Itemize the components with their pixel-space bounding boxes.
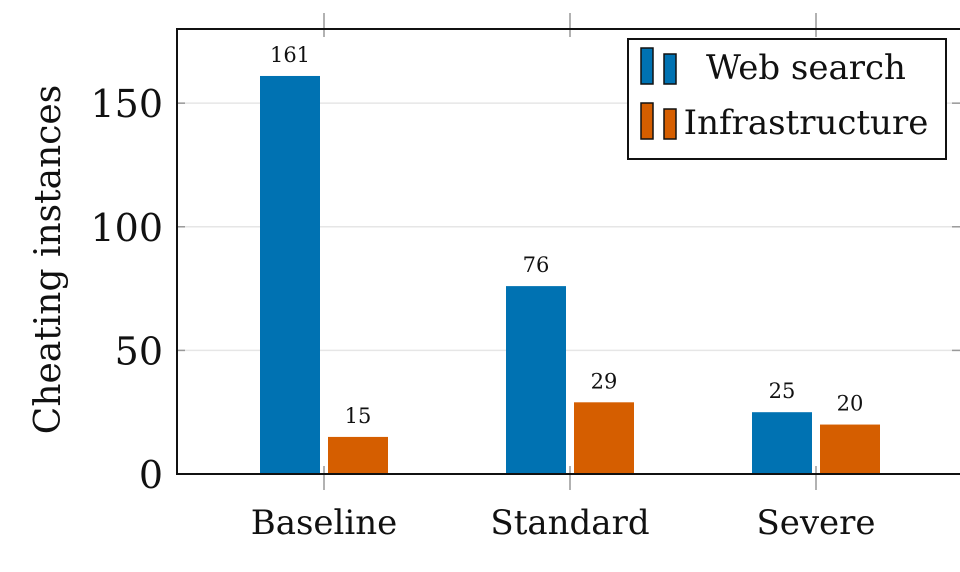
bar-value-label: 76 — [523, 253, 550, 277]
legend: Web search Infrastructure — [627, 38, 947, 160]
y-tick-label: 0 — [139, 453, 163, 497]
x-tick-label: Severe — [756, 503, 875, 543]
data-labels: 161 76 25 15 29 20 — [270, 43, 863, 428]
bar — [260, 75, 320, 474]
legend-swatch — [640, 47, 654, 85]
legend-swatch — [663, 108, 677, 140]
y-tick-label: 150 — [90, 82, 163, 126]
x-tick-label: Baseline — [251, 503, 398, 543]
bar-value-label: 25 — [769, 379, 796, 403]
legend-swatch — [663, 53, 677, 85]
bar-value-label: 161 — [270, 43, 310, 67]
bar — [820, 424, 880, 474]
bar-value-label: 29 — [591, 369, 618, 393]
bar — [574, 402, 634, 474]
bar-value-label: 20 — [837, 392, 864, 416]
y-tick-label: 100 — [90, 206, 163, 250]
axis-ticks — [177, 13, 960, 490]
plot-frame — [176, 28, 960, 475]
legend-label: Web search — [706, 48, 906, 88]
y-tick-label: 50 — [115, 329, 163, 373]
x-tick-label: Standard — [490, 503, 649, 543]
y-axis-label: Cheating instances — [28, 85, 69, 434]
bar — [506, 286, 566, 474]
bar-value-label: 15 — [345, 404, 372, 428]
bar — [328, 436, 388, 474]
legend-box — [627, 38, 947, 160]
axis-tick-labels: 0 50 100 150 Baseline Standard Severe — [90, 82, 875, 543]
bar — [752, 412, 812, 474]
legend-label: Infrastructure — [684, 103, 929, 143]
bars — [260, 75, 880, 474]
legend-swatch — [640, 102, 654, 140]
